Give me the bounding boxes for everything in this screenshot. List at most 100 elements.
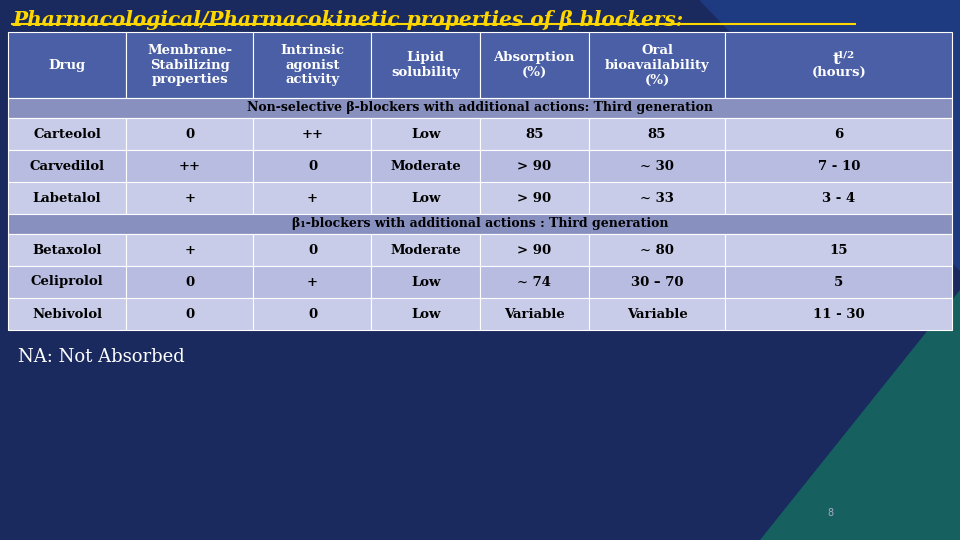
Bar (8, 298, 126, 330)
Text: Low: Low (411, 127, 441, 140)
Text: Carteolol: Carteolol (33, 127, 101, 140)
Text: 0: 0 (185, 127, 194, 140)
Polygon shape (760, 290, 960, 540)
Bar (480, 118, 588, 150)
Bar (126, 182, 253, 214)
Text: (hours): (hours) (811, 65, 866, 78)
Text: t: t (833, 51, 841, 69)
Bar (8, 118, 126, 150)
Text: Membrane-
Stabilizing
properties: Membrane- Stabilizing properties (147, 44, 232, 86)
Polygon shape (700, 0, 960, 270)
Text: > 90: > 90 (517, 244, 551, 256)
Text: Moderate: Moderate (391, 244, 461, 256)
Bar (372, 298, 480, 330)
Bar (480, 32, 588, 98)
Bar (480, 298, 588, 330)
Bar (588, 234, 726, 266)
Text: 30 – 70: 30 – 70 (631, 275, 684, 288)
Bar (372, 150, 480, 182)
Bar (253, 118, 372, 150)
Text: 0: 0 (308, 159, 317, 172)
Text: 85: 85 (525, 127, 543, 140)
Bar (726, 150, 952, 182)
Bar (8, 234, 126, 266)
Text: 0: 0 (185, 275, 194, 288)
Text: Low: Low (411, 307, 441, 321)
Bar (588, 32, 726, 98)
Bar (253, 266, 372, 298)
Bar (8, 214, 952, 234)
Text: NA: Not Absorbed: NA: Not Absorbed (18, 348, 184, 366)
Text: β₁-blockers with additional actions : Third generation: β₁-blockers with additional actions : Th… (292, 218, 668, 231)
Bar (588, 150, 726, 182)
Text: 7 - 10: 7 - 10 (818, 159, 860, 172)
Bar (726, 118, 952, 150)
Text: Absorption
(%): Absorption (%) (493, 51, 575, 79)
Text: > 90: > 90 (517, 192, 551, 205)
Text: Moderate: Moderate (391, 159, 461, 172)
Bar (253, 32, 372, 98)
Bar (8, 266, 126, 298)
Bar (126, 298, 253, 330)
Text: > 90: > 90 (517, 159, 551, 172)
Text: ++: ++ (301, 127, 324, 140)
Text: 15: 15 (829, 244, 848, 256)
Text: +: + (307, 275, 318, 288)
Bar (726, 32, 952, 98)
Bar (588, 266, 726, 298)
Text: ~ 74: ~ 74 (517, 275, 551, 288)
Text: ~ 33: ~ 33 (640, 192, 674, 205)
Bar (126, 118, 253, 150)
Text: 11 - 30: 11 - 30 (813, 307, 865, 321)
Text: 6: 6 (834, 127, 843, 140)
Text: Oral
bioavailability
(%): Oral bioavailability (%) (605, 44, 709, 86)
Text: Carvedilol: Carvedilol (30, 159, 105, 172)
Text: Pharmacological/Pharmacokinetic properties of β blockers:: Pharmacological/Pharmacokinetic properti… (12, 10, 684, 30)
Text: Nebivolol: Nebivolol (32, 307, 102, 321)
Polygon shape (750, 0, 960, 240)
Bar (126, 150, 253, 182)
Text: Celiprolol: Celiprolol (31, 275, 104, 288)
Text: Intrinsic
agonist
activity: Intrinsic agonist activity (280, 44, 345, 86)
Bar (372, 182, 480, 214)
Text: +: + (307, 192, 318, 205)
Bar (253, 234, 372, 266)
Bar (253, 182, 372, 214)
Bar (480, 266, 588, 298)
Text: Drug: Drug (48, 58, 85, 71)
Text: Labetalol: Labetalol (33, 192, 102, 205)
Bar (126, 234, 253, 266)
Polygon shape (880, 440, 960, 540)
Bar (8, 182, 126, 214)
Bar (480, 234, 588, 266)
Text: Variable: Variable (627, 307, 687, 321)
Bar (726, 234, 952, 266)
Text: 8: 8 (827, 508, 833, 518)
Text: 0: 0 (308, 244, 317, 256)
Bar (372, 234, 480, 266)
Bar (126, 266, 253, 298)
Bar (8, 32, 126, 98)
Text: 5: 5 (834, 275, 843, 288)
Bar (253, 150, 372, 182)
Text: Low: Low (411, 192, 441, 205)
Bar (726, 298, 952, 330)
Bar (588, 118, 726, 150)
Text: Non-selective β-blockers with additional actions: Third generation: Non-selective β-blockers with additional… (247, 102, 713, 114)
Bar (372, 32, 480, 98)
Text: Low: Low (411, 275, 441, 288)
Text: 0: 0 (185, 307, 194, 321)
Bar (8, 150, 126, 182)
Bar (126, 32, 253, 98)
Polygon shape (860, 0, 960, 110)
Text: ++: ++ (179, 159, 201, 172)
Bar (588, 298, 726, 330)
Bar (726, 182, 952, 214)
Bar (372, 118, 480, 150)
Text: 3 - 4: 3 - 4 (822, 192, 855, 205)
Bar (588, 182, 726, 214)
Text: ~ 30: ~ 30 (640, 159, 674, 172)
Text: 85: 85 (648, 127, 666, 140)
Bar (480, 150, 588, 182)
Text: 1/2: 1/2 (836, 51, 854, 59)
